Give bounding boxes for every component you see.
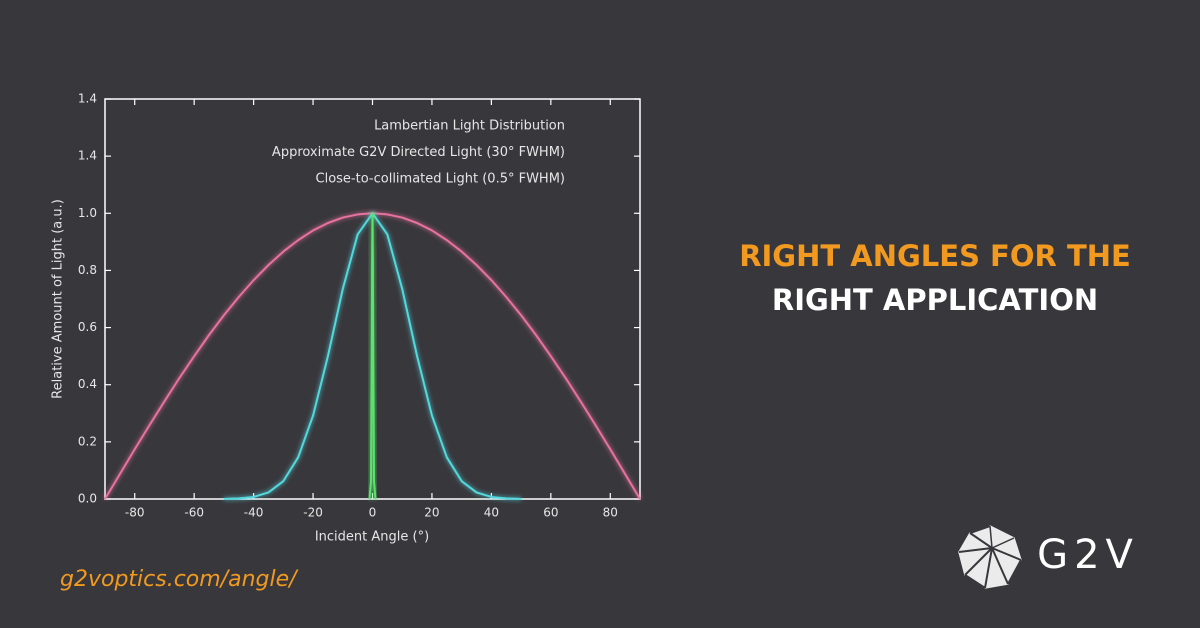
x-tick-label: -40 <box>244 506 264 520</box>
x-tick-label: 20 <box>424 506 439 520</box>
y-axis-label: Relative Amount of Light (a.u.) <box>51 199 66 399</box>
url: g2voptics.com/angle/ <box>60 567 299 592</box>
y-tick-label: 0.4 <box>78 377 97 391</box>
legend-label: Approximate G2V Directed Light (30° FWHM… <box>272 145 565 160</box>
x-tick-label: 60 <box>543 506 558 520</box>
logo-icon <box>957 524 1023 590</box>
x-axis-label: Incident Angle (°) <box>315 530 429 545</box>
legend-label: Close-to-collimated Light (0.5° FWHM) <box>316 172 565 187</box>
x-tick-label: -80 <box>125 506 145 520</box>
y-tick-label: 0.6 <box>78 320 97 334</box>
logo: G2V <box>1037 532 1139 578</box>
y-tick-label: 1.4 <box>78 149 97 163</box>
headline: RIGHT APPLICATION <box>772 283 1098 317</box>
x-tick-label: 40 <box>484 506 499 520</box>
x-tick-label: 0 <box>369 506 377 520</box>
y-tick-label: 1.4 <box>78 92 97 106</box>
y-tick-label: 0.2 <box>78 434 97 448</box>
x-tick-label: 80 <box>603 506 618 520</box>
series-line <box>368 212 377 500</box>
x-tick-label: -20 <box>303 506 323 520</box>
headline: RIGHT ANGLES FOR THE <box>739 239 1131 273</box>
x-tick-label: -60 <box>184 506 204 520</box>
y-tick-label: 0.8 <box>78 263 97 277</box>
y-tick-label: 0.0 <box>78 492 97 506</box>
legend-label: Lambertian Light Distribution <box>374 119 565 134</box>
y-tick-label: 1.0 <box>78 206 97 220</box>
